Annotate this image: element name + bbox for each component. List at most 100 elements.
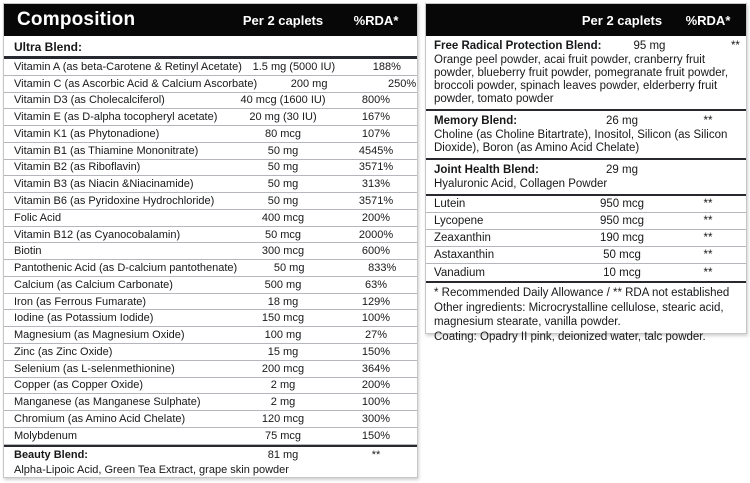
row-amount: 150 mcg [261,312,305,325]
table-row: Selenium (as L-selenmethionine) 200 mcg 36… [4,361,417,378]
table-row: Free Radical Protection Blend: 95 mg ** [426,36,746,53]
row-name: Joint Health Blend: [434,164,539,176]
row-name: Calcium (as Calcium Carbonate) [14,278,173,291]
section-label-ultra-blend: Ultra Blend: [4,36,417,59]
blends-panel: Per 2 caplets %RDA* Free Radical Protect… [425,3,747,343]
table-row: Zinc (as Zinc Oxide) 15 mg 150% [4,344,417,361]
row-name: Astaxanthin [434,249,495,261]
row-rda: 250% [388,77,417,90]
row-amount: 400 mcg [261,211,305,224]
column-header-amount: Per 2 caplets [242,12,324,28]
row-amount: 18 mg [267,295,299,308]
row-rda: ** [703,249,713,261]
blend-amount: 81 mg [267,448,299,461]
row-name: Iron (as Ferrous Fumarate) [14,295,147,308]
row-rda: 200% [361,211,391,224]
row-amount: 40 mcg (1600 IU) [240,94,326,107]
row-rda: 100% [361,312,391,325]
row-name: Pantothenic Acid (as D-calcium pantothen… [14,262,238,275]
blend-section: Memory Blend: 26 mg ** Choline (as Choline … [426,111,746,160]
table-row: Manganese (as Manganese Sulphate) 2 mg 100… [4,394,417,412]
table-row: Vitamin C (as Ascorbic Acid & Calcium As… [4,76,417,93]
row-name: Lutein [434,198,466,210]
table-row: Vitamin B12 (as Cyanocobalamin) 50 mcg 200… [4,227,417,244]
ultra-blend-rows: Vitamin A (as beta-Carotene & Retinyl Ac… [4,59,417,445]
row-rda: ** [703,232,713,244]
row-amount: 100 mg [264,329,302,342]
table-row: Pantothenic Acid (as D-calcium pantothen… [4,260,417,277]
blend-description: Orange peel powder, acai fruit powder, c… [434,54,729,105]
row-rda: 129% [361,295,391,308]
row-name: Copper (as Copper Oxide) [14,379,144,392]
row-name: Memory Blend: [434,115,518,127]
row-name: Vitamin B12 (as Cyanocobalamin) [14,228,181,241]
row-rda: ** [730,40,740,52]
table-row: Chromium (as Amino Acid Chelate) 120 mcg 3… [4,411,417,428]
row-name: Vitamin D3 (as Cholecalciferol) [14,94,165,107]
table-row: Vitamin A (as beta-Carotene & Retinyl Ac… [4,59,417,76]
row-amount: 50 mcg [603,249,641,261]
row-amount: 1.5 mg (5000 IU) [252,60,336,73]
table-row: Vitamin D3 (as Cholecalciferol) 40 mcg (1… [4,93,417,110]
footnotes: * Recommended Daily Allowance / ** RDA n… [426,283,746,346]
row-amount: 950 mcg [599,198,645,210]
row-name: Magnesium (as Magnesium Oxide) [14,329,185,342]
column-header-rda: %RDA* [685,12,731,28]
table-row: Vitamin B2 (as Riboflavin) 50 mg 3571% [4,160,417,177]
row-amount: 200 mcg [261,362,305,375]
blends-header: Per 2 caplets %RDA* [426,4,746,36]
table-row: Biotin 300 mcg 600% [4,243,417,261]
row-amount: 300 mcg [261,245,305,258]
row-amount: 95 mg [633,40,666,52]
row-name: Lycopene [434,215,484,227]
row-rda: 100% [361,396,391,409]
table-row: Vitamin B1 (as Thiamine Mononitrate) 50 m… [4,143,417,160]
row-amount: 2 mg [270,396,296,409]
row-name: Vanadium [434,266,485,279]
row-name: Chromium (as Amino Acid Chelate) [14,412,186,425]
table-row: Vitamin B6 (as Pyridoxine Hydrochloride)… [4,193,417,210]
row-name: Molybdenum [14,429,77,442]
row-name: Vitamin B2 (as Riboflavin) [14,161,141,174]
blend-description: Hyaluronic Acid, Collagen Powder [434,178,608,190]
row-amount: 15 mg [267,345,299,358]
column-header-rda: %RDA* [353,12,399,28]
row-name: Vitamin K1 (as Phytonadione) [14,127,160,140]
row-rda: 150% [361,429,391,442]
row-amount: 50 mg [273,262,305,275]
row-name: Vitamin A (as beta-Carotene & Retinyl Ac… [14,60,242,73]
table-row: Lutein 950 mcg ** [426,196,746,213]
blend-description: Choline (as Choline Bitartrate), Inosito… [434,129,728,154]
row-amount: 80 mcg [264,127,302,140]
row-rda: 364% [361,362,391,375]
blend-name: Beauty Blend: [14,448,88,461]
table-row: Memory Blend: 26 mg ** [426,111,746,128]
row-amount: 20 mg (30 IU) [249,111,317,124]
row-name: Folic Acid [14,211,62,224]
composition-panel: Composition Per 2 caplets %RDA* Ultra Bl… [3,3,418,478]
row-amount: 50 mg [267,195,299,207]
table-row: Copper (as Copper Oxide) 2 mg 200% [4,378,417,395]
table-row: Astaxanthin 50 mcg ** [426,247,746,264]
row-rda: 600% [361,245,391,258]
row-name: Iodine (as Potassium Iodide) [14,312,154,325]
table-row: Zeaxanthin 190 mcg ** [426,230,746,247]
row-amount: 120 mcg [261,412,305,425]
blend-rda: ** [371,448,381,461]
row-name: Zinc (as Zinc Oxide) [14,345,113,358]
row-amount: 2 mg [270,379,296,392]
row-rda: 107% [361,127,391,140]
row-name: Vitamin B1 (as Thiamine Mononitrate) [14,144,199,157]
row-rda: 167% [361,111,391,124]
row-rda: ** [703,115,713,127]
row-rda: 200% [361,379,391,392]
table-row: Vanadium 10 mcg ** [426,264,746,281]
column-header-amount: Per 2 caplets [581,12,663,28]
row-name: Free Radical Protection Blend: [434,40,602,52]
row-amount: 950 mcg [599,215,645,227]
row-rda: 4545% [358,144,394,157]
table-row: Iodine (as Potassium Iodide) 150 mcg 100% [4,310,417,328]
panel-title: Composition [17,9,136,30]
row-rda: 2000% [358,228,394,241]
row-amount: 190 mcg [599,232,645,244]
